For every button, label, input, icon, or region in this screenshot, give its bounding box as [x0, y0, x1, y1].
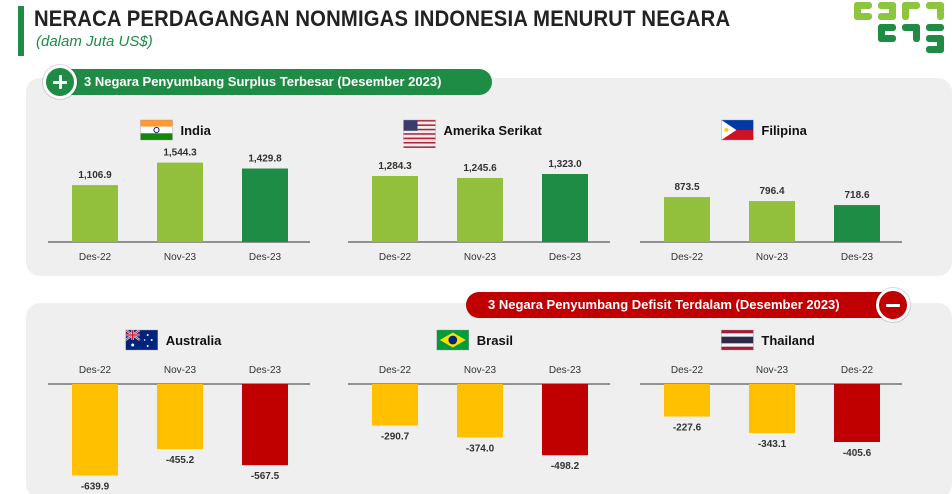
bar-brasil-1	[457, 384, 503, 438]
thailand-flag-icon	[721, 329, 754, 351]
chart-thailand: Thailand -227.6 Des-22 -343.1 Nov-23 -405.6 De…	[640, 329, 902, 459]
chart-india: India 1,106.9 Des-22 1,544.3 Nov-23 1,429.8 De…	[48, 119, 310, 263]
australia-flag-icon	[125, 329, 158, 351]
chart-filipina: Filipina 873.5 Des-22 796.4 Nov-23 718.6 Des-2…	[640, 119, 902, 263]
bar-thailand-2	[834, 384, 880, 443]
tick-label: Des-23	[841, 252, 874, 263]
data-label: -405.6	[843, 448, 872, 459]
bar-australia-2	[242, 384, 288, 466]
country-name: Thailand	[761, 333, 815, 348]
tick-label: Des-23	[249, 252, 282, 263]
tick-label: Nov-23	[756, 365, 789, 376]
tick-label: Des-22	[671, 252, 704, 263]
bar-brasil-2	[542, 384, 588, 456]
surplus-section-label: 3 Negara Penyumbang Surplus Terbesar (De…	[44, 69, 492, 95]
bar-india-1	[157, 162, 203, 242]
tick-label: Nov-23	[164, 365, 197, 376]
chart-australia: Australia -639.9 Des-22 -455.2 Nov-23 -567.5 D…	[48, 329, 310, 493]
india-flag-icon	[140, 119, 173, 141]
tick-label: Des-22	[671, 365, 704, 376]
country-name: Amerika Serikat	[444, 123, 543, 138]
tick-label: Des-22	[79, 252, 112, 263]
country-name: Brasil	[477, 333, 513, 348]
bar-amerika-serikat-2	[542, 173, 588, 242]
minus-icon	[876, 288, 910, 322]
philippines-flag-icon	[721, 119, 754, 141]
bar-filipina-2	[834, 205, 880, 242]
data-label: 718.6	[844, 190, 869, 201]
page-title: NERACA PERDAGANGAN NONMIGAS INDONESIA ME…	[34, 6, 731, 31]
country-name: Australia	[166, 333, 222, 348]
bar-australia-0	[72, 384, 118, 476]
bar-filipina-1	[749, 201, 795, 242]
bar-brasil-0	[372, 384, 418, 426]
tick-label: Des-22	[841, 365, 874, 376]
tick-label: Nov-23	[756, 252, 789, 263]
data-label: 1,323.0	[548, 159, 582, 170]
brazil-flag-icon	[436, 329, 469, 351]
tick-label: Des-23	[549, 252, 582, 263]
chart-brasil: Brasil -290.7 Des-22 -374.0 Nov-23 -498.2 Des-…	[348, 329, 610, 472]
data-label: 1,544.3	[163, 148, 197, 159]
bps-logo-icon	[854, 2, 944, 53]
data-label: -567.5	[251, 471, 280, 482]
tick-label: Des-22	[379, 252, 412, 263]
tick-label: Des-22	[379, 365, 412, 376]
bar-amerika-serikat-1	[457, 177, 503, 242]
title-accent-bar	[18, 6, 24, 56]
bar-india-2	[242, 168, 288, 242]
chart-amerika-serikat: Amerika Serikat 1,284.3 Des-22 1,245.6 Nov-2…	[348, 119, 610, 263]
data-label: -290.7	[381, 432, 410, 443]
bar-thailand-0	[664, 384, 710, 417]
data-label: 796.4	[759, 186, 784, 197]
data-label: -374.0	[466, 443, 495, 454]
deficit-section-label: 3 Negara Penyumbang Defisit Terdalam (De…	[466, 292, 902, 318]
tick-label: Des-23	[249, 365, 282, 376]
data-label: -498.2	[551, 461, 580, 472]
data-label: 1,245.6	[463, 163, 497, 174]
data-label: -455.2	[166, 455, 195, 466]
data-label: -639.9	[81, 482, 110, 493]
bar-amerika-serikat-0	[372, 175, 418, 242]
bar-india-0	[72, 185, 118, 242]
tick-label: Des-22	[79, 365, 112, 376]
data-label: -227.6	[673, 423, 702, 434]
usa-flag-icon	[403, 119, 436, 148]
bar-filipina-0	[664, 197, 710, 242]
bar-thailand-1	[749, 384, 795, 434]
page-subtitle: (dalam Juta US$)	[36, 33, 153, 50]
data-label: 1,284.3	[378, 161, 412, 172]
tick-label: Nov-23	[164, 252, 197, 263]
tick-label: Des-23	[549, 365, 582, 376]
data-label: -343.1	[758, 439, 787, 450]
country-name: India	[181, 123, 212, 138]
country-name: Filipina	[761, 123, 807, 138]
tick-label: Nov-23	[464, 252, 497, 263]
data-label: 1,429.8	[248, 154, 282, 165]
plus-icon	[43, 65, 77, 99]
data-label: 873.5	[674, 182, 699, 193]
bar-australia-1	[157, 384, 203, 450]
data-label: 1,106.9	[78, 170, 112, 181]
tick-label: Nov-23	[464, 365, 497, 376]
